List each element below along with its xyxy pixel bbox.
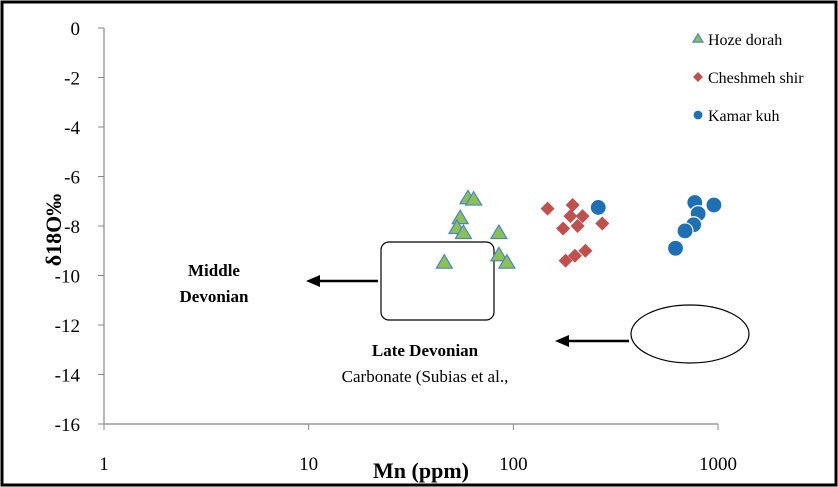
hoze-dorah-point: [489, 223, 508, 240]
cheshmeh-shir-point: [565, 197, 580, 212]
cheshmeh-shir-point: [558, 253, 573, 268]
kamar-kuh-point: [589, 198, 607, 217]
late-devonian-arrowhead: [555, 335, 569, 347]
late-devonian-ellipse: [630, 304, 750, 364]
legend-marker-hoze-dorah: [691, 32, 705, 43]
y-tick-label: -2: [64, 69, 80, 90]
y-tick-label: 0: [71, 19, 81, 40]
cheshmeh-shir-point: [540, 201, 555, 216]
legend-marker-cheshmeh-shir: [693, 72, 703, 82]
y-tick-label: -12: [55, 316, 80, 337]
legend-label-kamar-kuh: Kamar kuh: [708, 108, 780, 125]
y-tick-label: -6: [64, 168, 80, 189]
cheshmeh-shir-point: [570, 219, 585, 233]
cheshmeh-shir-point: [595, 216, 610, 231]
y-tick-label: -4: [64, 118, 80, 139]
y-tick-label: -14: [55, 366, 81, 387]
hoze-dorah-point: [489, 246, 508, 262]
cheshmeh-shir-point: [578, 243, 593, 258]
legend-label-cheshmeh-shir: Cheshmeh shir: [708, 70, 804, 87]
hoze-dorah-point: [497, 253, 516, 269]
cheshmeh-shir-point: [567, 248, 582, 263]
x-axis-ticks: 1 10 100 1000: [99, 424, 737, 475]
x-tick-label: 1000: [699, 454, 737, 475]
legend-marker-kamar-kuh: [692, 109, 704, 121]
hoze-dorah-point: [435, 253, 454, 269]
y-tick-label: -8: [64, 217, 80, 238]
cheshmeh-shir-point: [556, 221, 571, 236]
middle-devonian-label-line2: Devonian: [180, 287, 250, 306]
y-axis-title: δ18O‰: [41, 194, 66, 267]
y-axis-ticks: 0 -2 -4 -6 -8 -10 -12 -14 -16: [55, 19, 104, 436]
middle-devonian-label-line1: Middle: [188, 261, 240, 280]
legend-label-hoze-dorah: Hoze dorah: [708, 32, 782, 49]
y-tick-label: -16: [55, 415, 80, 436]
late-devonian-label-line2: Carbonate (Subias et al.,: [342, 367, 509, 386]
x-tick-label: 10: [299, 454, 318, 475]
middle-devonian-box: [380, 241, 495, 321]
legend: Hoze dorah Cheshmeh shir Kamar kuh: [691, 32, 804, 125]
kamar-kuh-point: [676, 222, 694, 240]
data-points: [435, 189, 723, 269]
hoze-dorah-point: [464, 190, 483, 206]
kamar-kuh-point: [705, 196, 723, 214]
cheshmeh-shir-point: [563, 209, 578, 224]
kamar-kuh-point: [666, 239, 685, 257]
cheshmeh-shir-point: [575, 209, 590, 224]
middle-devonian-arrowhead: [306, 275, 320, 287]
late-devonian-label-line1: Late Devonian: [372, 341, 479, 360]
x-axis-title: Mn (ppm): [373, 458, 469, 483]
hoze-dorah-point: [454, 223, 473, 240]
x-tick-label: 1: [99, 454, 109, 475]
x-tick-label: 100: [499, 454, 528, 475]
y-tick-label: -10: [55, 267, 80, 288]
